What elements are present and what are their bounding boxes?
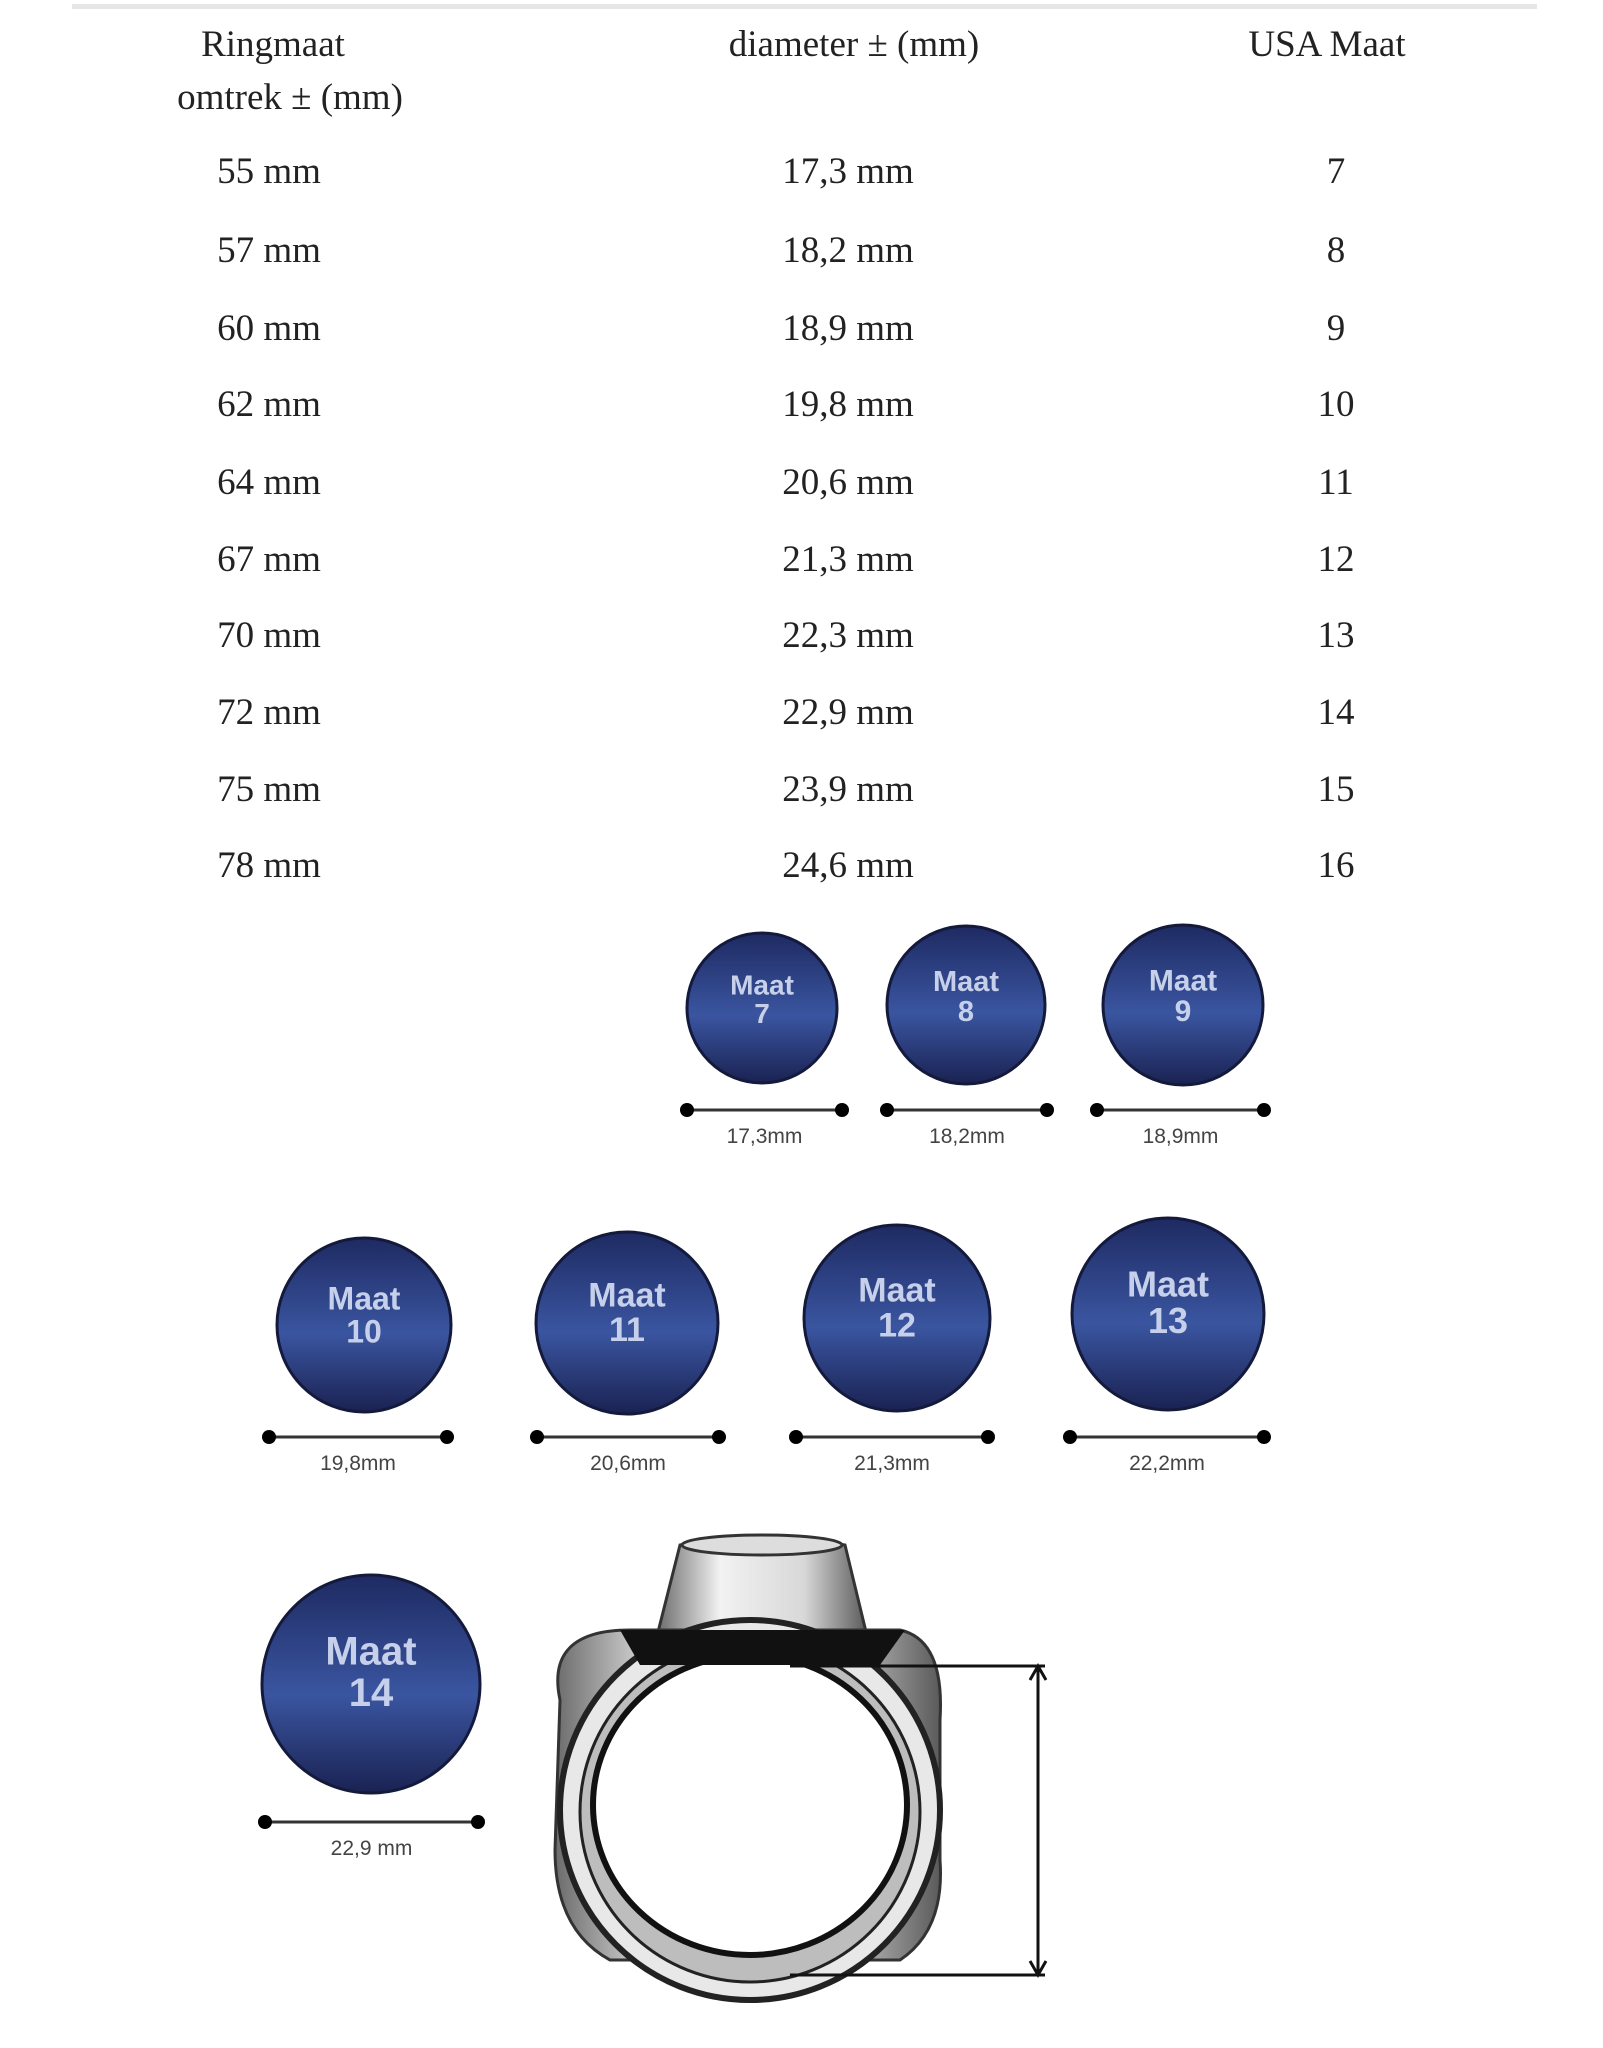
circle-shape xyxy=(685,931,839,1085)
header-circumference-line2: omtrek ± (mm) xyxy=(177,77,403,118)
cell-diameter: 22,9 mm xyxy=(782,692,914,733)
cell-usa: 15 xyxy=(1317,769,1355,810)
dimension-endpoint xyxy=(262,1430,276,1444)
cell-circumference: 62 mm xyxy=(217,384,321,425)
circle-size: 7 xyxy=(754,998,770,1029)
cell-diameter: 19,8 mm xyxy=(782,384,914,425)
dimension-endpoint xyxy=(471,1815,485,1829)
dimension-label: 19,8mm xyxy=(320,1452,396,1475)
dimension-endpoint xyxy=(1257,1430,1271,1444)
cell-circumference: 72 mm xyxy=(217,692,321,733)
top-divider xyxy=(72,4,1537,9)
dimension-endpoint xyxy=(835,1103,849,1117)
cell-usa: 13 xyxy=(1317,615,1355,656)
cell-diameter: 17,3 mm xyxy=(782,151,914,192)
inner-diameter-measure xyxy=(790,1662,1048,1979)
cell-diameter: 22,3 mm xyxy=(782,615,914,656)
cell-diameter: 24,6 mm xyxy=(782,845,914,886)
cell-circumference: 57 mm xyxy=(217,230,321,271)
dimension-endpoint xyxy=(1063,1430,1077,1444)
circle-size: 12 xyxy=(878,1307,916,1345)
circle-shape xyxy=(1101,923,1265,1087)
dimension-label: 17,3mm xyxy=(727,1125,803,1148)
circle-shape xyxy=(534,1230,720,1416)
dimension-endpoint xyxy=(1090,1103,1104,1117)
cell-circumference: 55 mm xyxy=(217,151,321,192)
cell-usa: 9 xyxy=(1326,308,1346,349)
circle-shape xyxy=(275,1236,453,1414)
circle-label: Maat xyxy=(858,1271,935,1309)
cell-diameter: 18,2 mm xyxy=(782,230,914,271)
cell-circumference: 70 mm xyxy=(217,615,321,656)
circle-size: 8 xyxy=(958,996,974,1028)
cell-usa: 7 xyxy=(1326,151,1346,192)
dimension-endpoint xyxy=(530,1430,544,1444)
dimension-label: 18,2mm xyxy=(929,1125,1005,1148)
cell-circumference: 78 mm xyxy=(217,845,321,886)
dimension-label: 21,3mm xyxy=(854,1452,930,1475)
cell-circumference: 75 mm xyxy=(217,769,321,810)
cell-diameter: 23,9 mm xyxy=(782,769,914,810)
header-circumference-line1: Ringmaat xyxy=(201,24,345,65)
cell-circumference: 64 mm xyxy=(217,462,321,503)
circle-label: Maat xyxy=(1149,965,1217,998)
circle-size: 10 xyxy=(346,1313,382,1349)
circle-label: Maat xyxy=(328,1280,401,1316)
circle-label: Maat xyxy=(588,1277,665,1315)
dimension-endpoint xyxy=(680,1103,694,1117)
circle-size: 13 xyxy=(1148,1300,1188,1341)
dimension-endpoint xyxy=(712,1430,726,1444)
circle-label: Maat xyxy=(933,966,999,998)
cell-diameter: 20,6 mm xyxy=(782,462,914,503)
circle-size: 14 xyxy=(349,1671,394,1715)
cell-diameter: 18,9 mm xyxy=(782,308,914,349)
circle-size: 9 xyxy=(1175,995,1192,1028)
cell-usa: 10 xyxy=(1317,384,1355,425)
dimension-endpoint xyxy=(981,1430,995,1444)
circle-size: 11 xyxy=(609,1311,645,1349)
dimension-endpoint xyxy=(258,1815,272,1829)
dimension-label: 22,9 mm xyxy=(331,1837,413,1860)
dimension-endpoint xyxy=(1257,1103,1271,1117)
header-usa-size: USA Maat xyxy=(1248,24,1406,65)
dimension-endpoint xyxy=(1040,1103,1054,1117)
cell-usa: 12 xyxy=(1317,539,1355,580)
dimension-label: 22,2mm xyxy=(1129,1452,1205,1475)
dimension-endpoint xyxy=(440,1430,454,1444)
circle-label: Maat xyxy=(730,970,794,1001)
circle-shape xyxy=(802,1223,992,1413)
circle-label: Maat xyxy=(325,1629,416,1673)
dimension-label: 20,6mm xyxy=(590,1452,666,1475)
cell-usa: 8 xyxy=(1326,230,1346,271)
cell-circumference: 60 mm xyxy=(217,308,321,349)
dimension-endpoint xyxy=(880,1103,894,1117)
cell-usa: 11 xyxy=(1318,462,1354,503)
cell-circumference: 67 mm xyxy=(217,539,321,580)
header-diameter: diameter ± (mm) xyxy=(728,24,980,65)
circle-shape xyxy=(1070,1216,1266,1412)
cell-diameter: 21,3 mm xyxy=(782,539,914,580)
dimension-label: 18,9mm xyxy=(1143,1125,1219,1148)
dimension-endpoint xyxy=(789,1430,803,1444)
cell-usa: 14 xyxy=(1317,692,1355,733)
cell-usa: 16 xyxy=(1317,845,1355,886)
circle-label: Maat xyxy=(1127,1264,1209,1305)
circle-shape xyxy=(260,1573,482,1795)
ring-illustration xyxy=(553,1533,943,2003)
circle-shape xyxy=(885,924,1047,1086)
